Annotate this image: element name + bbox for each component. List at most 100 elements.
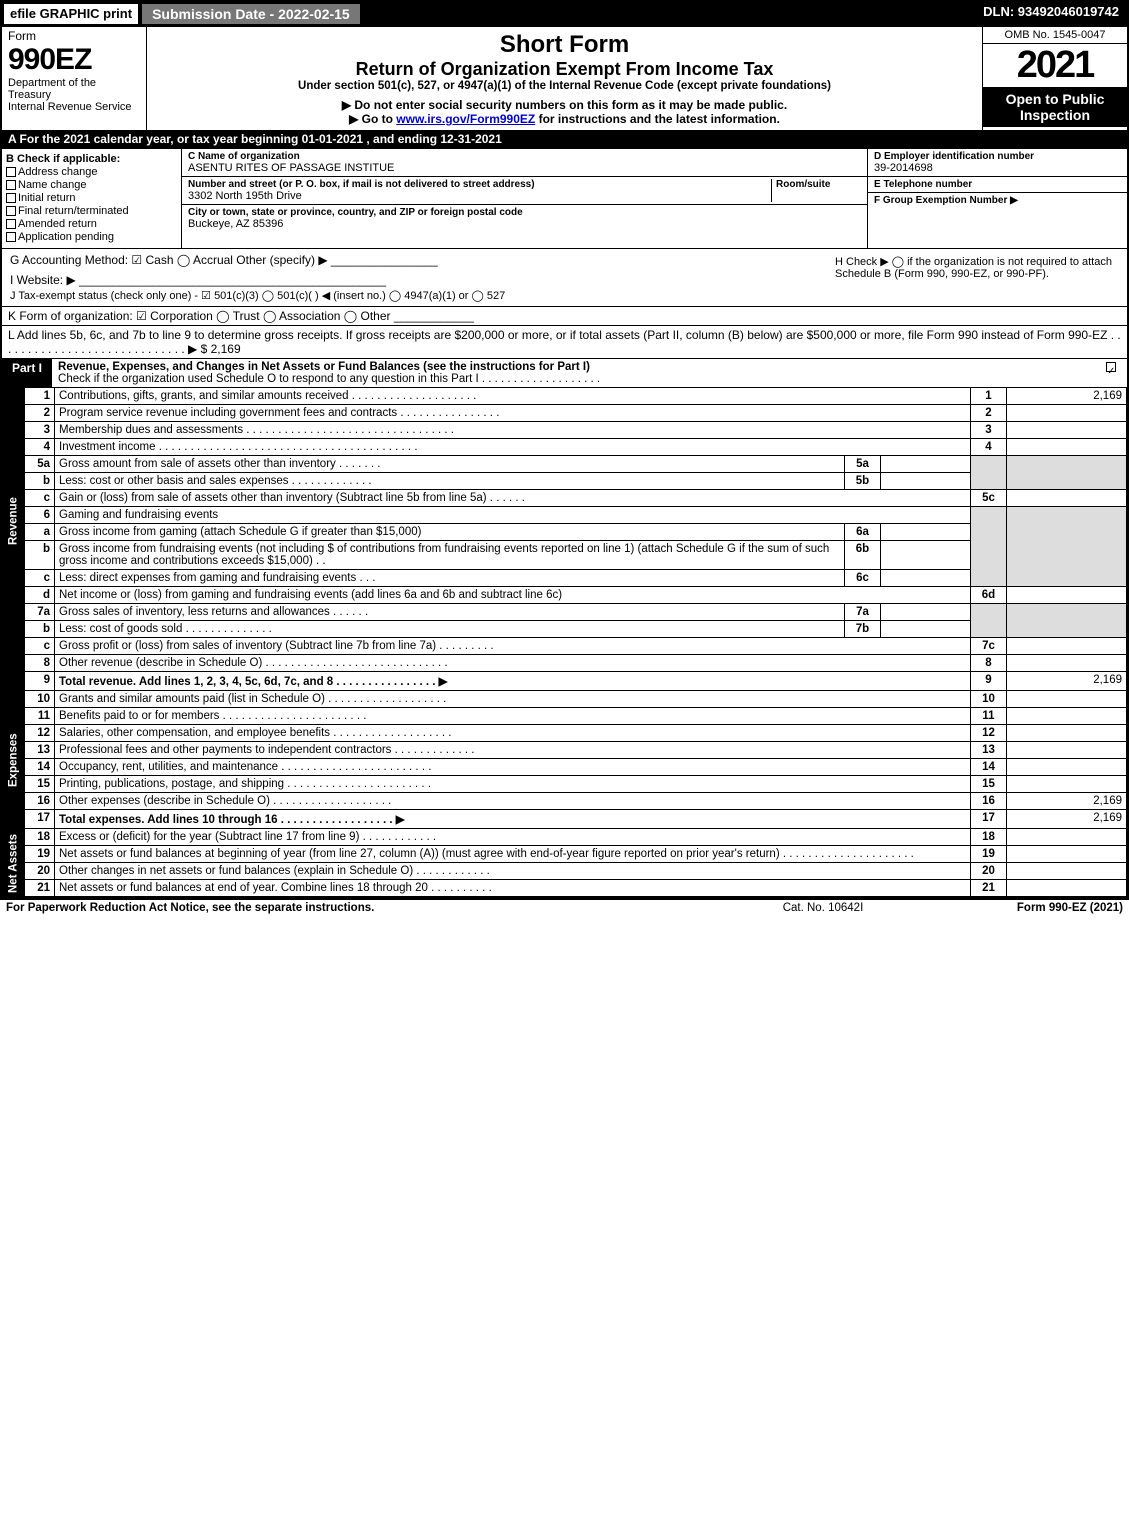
line-6-num: 6 <box>25 507 55 524</box>
line-14-num: 14 <box>25 759 55 776</box>
part1-header: Part I Revenue, Expenses, and Changes in… <box>2 358 1127 387</box>
ein-value: 39-2014698 <box>874 162 1121 174</box>
chk-final-return[interactable]: Final return/terminated <box>6 205 177 217</box>
topbar: efile GRAPHIC print Submission Date - 20… <box>2 2 1127 26</box>
part1-schedo-text: Check if the organization used Schedule … <box>58 373 600 385</box>
line-14-desc: Occupancy, rent, utilities, and maintena… <box>55 759 971 776</box>
form-number: 990EZ <box>8 43 140 77</box>
inspect-line1: Open to Public <box>987 91 1123 107</box>
netassets-side-label: Net Assets <box>3 829 25 897</box>
revenue-side-label: Revenue <box>3 388 25 655</box>
line-7a-num: 7a <box>25 604 55 621</box>
line-18-desc: Excess or (deficit) for the year (Subtra… <box>55 829 971 846</box>
line-8-desc: Other revenue (describe in Schedule O) .… <box>55 655 971 672</box>
line-7a-desc: Gross sales of inventory, less returns a… <box>55 604 845 621</box>
chk-name-change[interactable]: Name change <box>6 179 177 191</box>
chk-application-pending[interactable]: Application pending <box>6 231 177 243</box>
tax-year: 2021 <box>983 44 1127 87</box>
line-10-num: 10 <box>25 691 55 708</box>
line-15-num: 15 <box>25 776 55 793</box>
org-name: ASENTU RITES OF PASSAGE INSTITUE <box>188 162 861 174</box>
form-subtitle: Return of Organization Exempt From Incom… <box>155 59 974 80</box>
header-left: Form 990EZ Department of the Treasury In… <box>2 27 147 130</box>
shade-7-val <box>1007 604 1127 638</box>
line-19-numcell: 19 <box>971 846 1007 863</box>
line-6a-desc: Gross income from gaming (attach Schedul… <box>55 524 845 541</box>
line-13-desc: Professional fees and other payments to … <box>55 742 971 759</box>
line-8-num: 8 <box>25 655 55 672</box>
line-7c-numcell: 7c <box>971 638 1007 655</box>
box-c-name: C Name of organization ASENTU RITES OF P… <box>182 149 867 177</box>
line-16-desc: Other expenses (describe in Schedule O) … <box>55 793 971 810</box>
line-18-num: 18 <box>25 829 55 846</box>
instr-goto: ▶ Go to www.irs.gov/Form990EZ for instru… <box>155 112 974 126</box>
form-990ez-page: efile GRAPHIC print Submission Date - 20… <box>0 0 1129 899</box>
open-to-public-inspection: Open to Public Inspection <box>983 87 1127 127</box>
line-6d-numcell: 6d <box>971 587 1007 604</box>
line-21-desc: Net assets or fund balances at end of ye… <box>55 880 971 897</box>
line-5c-num: c <box>25 490 55 507</box>
part1-label: Part I <box>2 359 52 387</box>
box-f-group-exemption: F Group Exemption Number ▶ <box>868 193 1127 208</box>
line-6b-desc: Gross income from fundraising events (no… <box>55 541 845 570</box>
chk-address-change[interactable]: Address change <box>6 166 177 178</box>
line-11-num: 11 <box>25 708 55 725</box>
irs-link[interactable]: www.irs.gov/Form990EZ <box>396 112 535 126</box>
line-9-numcell: 9 <box>971 672 1007 691</box>
line-7b-subval <box>881 621 971 638</box>
city-value: Buckeye, AZ 85396 <box>188 218 861 230</box>
line-6c-subnum: 6c <box>845 570 881 587</box>
line-11-desc: Benefits paid to or for members . . . . … <box>55 708 971 725</box>
line-17-value: 2,169 <box>1007 810 1127 829</box>
line-4-desc: Investment income . . . . . . . . . . . … <box>55 439 971 456</box>
form-word: Form <box>8 29 140 43</box>
room-suite-label: Room/suite <box>776 179 861 190</box>
street-label: Number and street (or P. O. box, if mail… <box>188 179 771 190</box>
line-19-num: 19 <box>25 846 55 863</box>
group-exemption-label: F Group Exemption Number ▶ <box>874 195 1121 206</box>
line-2-value <box>1007 405 1127 422</box>
lines-table: Revenue 1 Contributions, gifts, grants, … <box>2 387 1127 897</box>
name-of-org-label: C Name of organization <box>188 151 861 162</box>
line-6a-num: a <box>25 524 55 541</box>
form-subtext: Under section 501(c), 527, or 4947(a)(1)… <box>155 80 974 92</box>
dept-treasury: Department of the Treasury <box>8 77 140 101</box>
line-12-desc: Salaries, other compensation, and employ… <box>55 725 971 742</box>
line-2-desc: Program service revenue including govern… <box>55 405 971 422</box>
inspect-line2: Inspection <box>987 107 1123 123</box>
expenses-side-label: Expenses <box>3 691 25 829</box>
row-a-tax-year: A For the 2021 calendar year, or tax yea… <box>2 130 1127 148</box>
line-8-value <box>1007 655 1127 672</box>
part1-schedo-checkbox[interactable] <box>1097 359 1127 387</box>
row-l-gross-receipts: L Add lines 5b, 6c, and 7b to line 9 to … <box>2 325 1127 358</box>
revenue-side-label-cont <box>3 655 25 691</box>
line-6c-num: c <box>25 570 55 587</box>
line-17-desc: Total expenses. Add lines 10 through 16 … <box>55 810 971 829</box>
page-footer: For Paperwork Reduction Act Notice, see … <box>0 899 1129 916</box>
box-c-wrap: C Name of organization ASENTU RITES OF P… <box>182 149 867 248</box>
instr-goto-pre: ▶ Go to <box>349 112 396 126</box>
line-19-desc: Net assets or fund balances at beginning… <box>55 846 971 863</box>
part1-title-wrap: Revenue, Expenses, and Changes in Net As… <box>52 359 1097 387</box>
chk-amended-return[interactable]: Amended return <box>6 218 177 230</box>
box-b-label: B Check if applicable: <box>6 153 177 165</box>
line-13-numcell: 13 <box>971 742 1007 759</box>
box-c-street: Number and street (or P. O. box, if mail… <box>182 177 867 205</box>
line-5c-numcell: 5c <box>971 490 1007 507</box>
shade-6 <box>971 507 1007 587</box>
line-18-value <box>1007 829 1127 846</box>
line-5a-desc: Gross amount from sale of assets other t… <box>55 456 845 473</box>
line-6b-subval <box>881 541 971 570</box>
line-6c-subval <box>881 570 971 587</box>
row-k-form-of-org: K Form of organization: ☑ Corporation ◯ … <box>2 306 1127 325</box>
instr-ssn: ▶ Do not enter social security numbers o… <box>155 98 974 112</box>
line-6d-desc: Net income or (loss) from gaming and fun… <box>55 587 971 604</box>
submission-date: Submission Date - 2022-02-15 <box>140 2 362 26</box>
line-8-numcell: 8 <box>971 655 1007 672</box>
omb-number: OMB No. 1545-0047 <box>983 27 1127 44</box>
line-17-numcell: 17 <box>971 810 1007 829</box>
line-6b-num: b <box>25 541 55 570</box>
line-17-num: 17 <box>25 810 55 829</box>
chk-initial-return[interactable]: Initial return <box>6 192 177 204</box>
line-19-value <box>1007 846 1127 863</box>
